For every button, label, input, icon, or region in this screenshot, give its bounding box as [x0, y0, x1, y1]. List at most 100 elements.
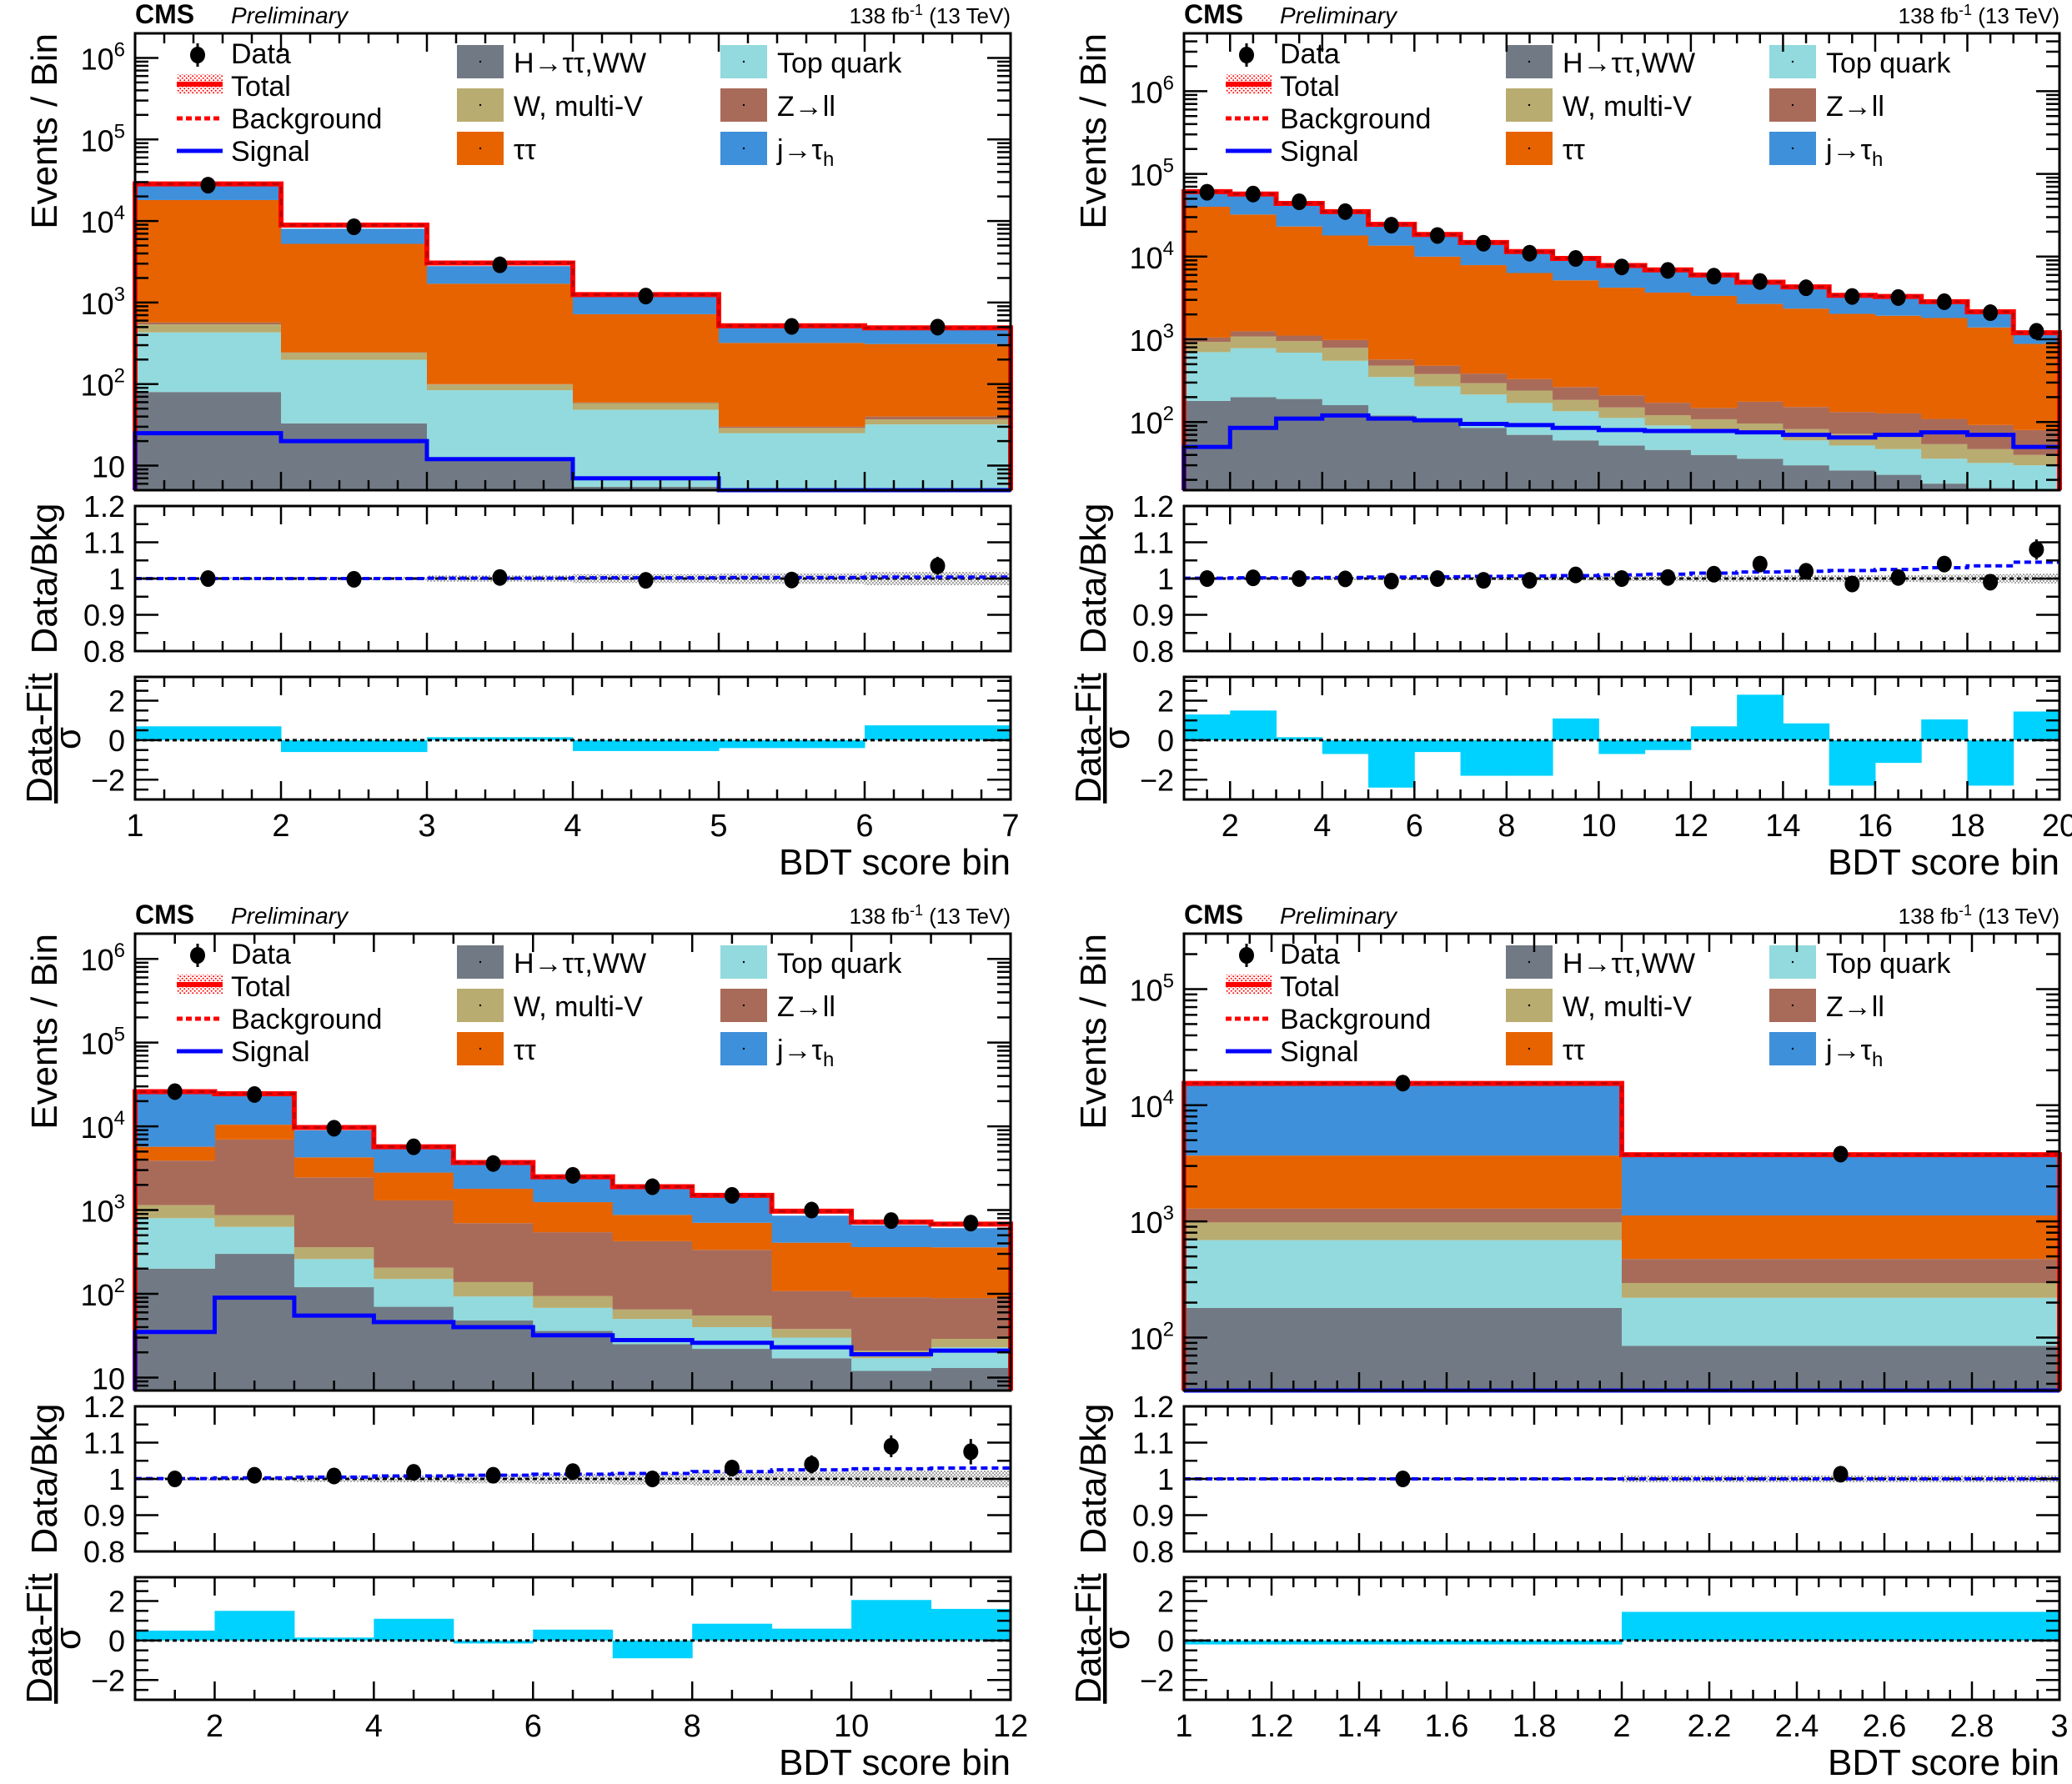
data-point — [1429, 227, 1445, 244]
y-tick-label: 10 — [92, 450, 125, 484]
stack-bar-zll — [1644, 403, 1692, 416]
pull-y-axis-title: Data-Fit — [1068, 673, 1109, 803]
y-tick-label: 102 — [81, 365, 125, 403]
data-point — [2029, 323, 2044, 340]
pull-y-tick-label: 0 — [1157, 1624, 1174, 1658]
stack-bar-zll — [1553, 387, 1599, 400]
stack-bar- — [533, 1202, 614, 1233]
pull-bar — [1414, 739, 1462, 753]
data-point — [1844, 288, 1860, 305]
pull-bar — [1230, 710, 1277, 740]
legend-label-wv: W, multi-V — [514, 91, 643, 123]
stack-bar- — [1368, 245, 1415, 360]
x-tick-label: 18 — [1949, 809, 1984, 844]
legend-total-label: Total — [1280, 71, 1340, 103]
stack-bar- — [1598, 288, 1646, 396]
stack-bar-zll — [293, 1177, 374, 1248]
pull-bar — [1322, 739, 1369, 754]
x-tick-label: 1 — [1175, 1709, 1192, 1744]
stack-bar- — [453, 1188, 534, 1224]
lumi-label: 138 fb-1 (13 TeV) — [1899, 902, 2059, 929]
x-tick-label: 2.6 — [1863, 1709, 1907, 1744]
pull-y-tick-label: 0 — [1157, 724, 1174, 758]
stack-bar- — [214, 1125, 295, 1140]
pull-bar — [851, 1600, 932, 1641]
data-point — [485, 1155, 501, 1172]
ratio-data-point — [1568, 566, 1583, 584]
stack-bar-zll — [1414, 365, 1462, 374]
ratio-y-tick-label: 0.9 — [83, 1499, 125, 1533]
y-tick-label: 104 — [1130, 238, 1174, 275]
y-tick-label: 10 — [92, 1361, 125, 1396]
data-point — [1395, 1075, 1411, 1092]
legend-signal-label: Signal — [231, 1036, 310, 1068]
legend-label-top: Top quark — [1826, 948, 1951, 980]
stack-bar-topquark — [865, 424, 1011, 490]
stack-bar-jh — [771, 1215, 852, 1243]
pull-bar — [931, 1608, 1011, 1641]
background-line — [133, 183, 1012, 490]
ratio-data-point — [492, 569, 508, 586]
stack-bar-wmultiv — [1622, 1283, 2060, 1298]
pull-bar — [1184, 714, 1231, 740]
x-axis-title: BDT score bin — [1828, 1742, 2059, 1783]
ratio-y-tick-label: 1 — [108, 1462, 125, 1496]
panel-bottom-left: CMS Preliminary 138 fb-1 (13 TeV)101021031… — [19, 900, 1028, 1783]
stack-bar-zll — [1230, 331, 1277, 337]
y-tick-label: 104 — [81, 1107, 125, 1145]
ratio-y-tick-label: 1.2 — [83, 489, 125, 524]
data-point — [724, 1186, 740, 1204]
pull-y-tick-label: −2 — [1140, 1663, 1174, 1697]
pull-bar — [293, 1637, 374, 1641]
signal-line — [1181, 413, 2059, 490]
cms-label: CMS — [1184, 0, 1243, 29]
pull-y-tick-label: 0 — [108, 1624, 125, 1658]
preliminary-label: Preliminary — [1280, 3, 1398, 28]
data-point — [638, 288, 654, 305]
stack-bar-wmultiv — [1460, 383, 1508, 395]
stack-bar-hww — [453, 1320, 534, 1391]
ratio-data-point — [2029, 541, 2044, 559]
legend-background-label: Background — [1280, 1004, 1431, 1035]
stack-bar-zll — [453, 1223, 534, 1282]
data-point — [565, 1166, 580, 1184]
ratio-y-tick-label: 0.8 — [1132, 634, 1174, 669]
stack-bar-zll — [1690, 408, 1738, 419]
stack-bar- — [1737, 303, 1784, 402]
stack-bar-wmultiv — [293, 1247, 374, 1260]
pull-bar — [612, 1640, 693, 1659]
stack-bar-zll — [135, 1160, 215, 1205]
stack-bar-zll — [135, 322, 282, 325]
stack-bar- — [1506, 273, 1553, 379]
legend-label-zll: Z→ll — [1826, 991, 1884, 1023]
x-axis-title: BDT score bin — [779, 842, 1011, 883]
stack-bar-topquark — [1368, 377, 1415, 416]
x-tick-label: 6 — [855, 809, 873, 844]
ratio-data-point — [406, 1464, 422, 1481]
ratio-y-tick-label: 0.8 — [83, 1535, 125, 1569]
ratio-data-point — [1983, 574, 1999, 591]
legend-background-label: Background — [231, 1004, 382, 1035]
lumi-label: 138 fb-1 (13 TeV) — [850, 902, 1011, 929]
preliminary-label: Preliminary — [231, 3, 349, 28]
legend-label-zll: Z→ll — [777, 91, 835, 123]
stack-bar-wmultiv — [1184, 1222, 1623, 1240]
stack-bar-zll — [214, 1139, 295, 1215]
ratio-y-tick-label: 1.1 — [1132, 526, 1174, 560]
pull-bar — [719, 739, 865, 749]
pull-bar — [1553, 718, 1599, 740]
stack-bar-hww — [135, 392, 282, 490]
x-tick-label: 4 — [1313, 809, 1331, 844]
data-point — [1614, 258, 1629, 276]
x-tick-label: 8 — [1498, 809, 1515, 844]
x-tick-label: 1.4 — [1337, 1709, 1382, 1744]
x-tick-label: 2 — [272, 809, 289, 844]
x-tick-label: 16 — [1858, 809, 1893, 844]
cms-label: CMS — [135, 0, 194, 29]
pull-bar — [1276, 737, 1323, 740]
stack-bar-wmultiv — [1598, 407, 1646, 418]
data-point — [784, 318, 800, 335]
ratio-data-point — [200, 570, 216, 587]
stack-bar- — [1184, 207, 1231, 338]
